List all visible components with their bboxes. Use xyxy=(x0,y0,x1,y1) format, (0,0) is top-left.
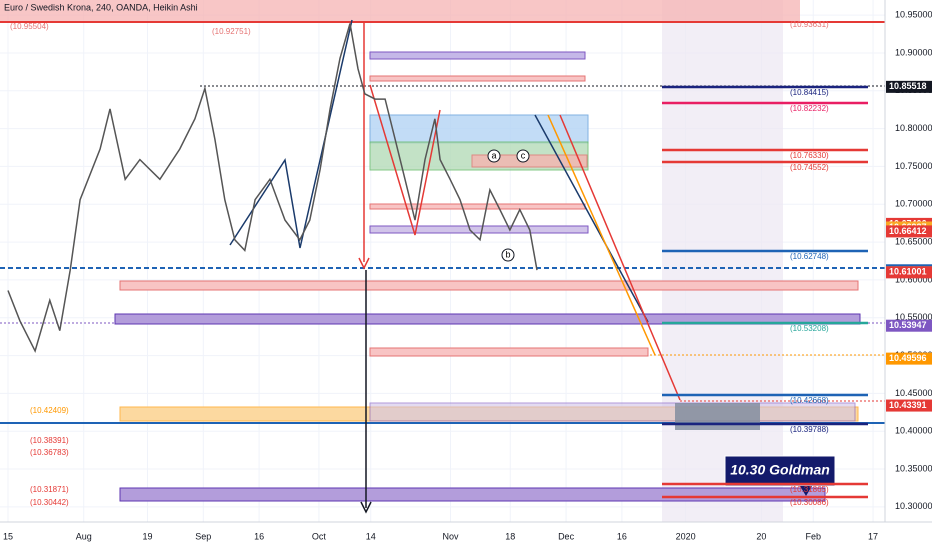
wave-label: c xyxy=(521,150,526,160)
x-tick-label: Nov xyxy=(442,531,459,541)
level-label: (10.42409) xyxy=(30,406,69,415)
price-tag xyxy=(886,80,932,93)
level-label: (10.39788) xyxy=(790,425,829,434)
zone xyxy=(369,75,586,82)
wave-label: a xyxy=(491,150,496,160)
price-tag-label: 10.49596 xyxy=(889,353,927,363)
level-label: (10.82232) xyxy=(790,104,829,113)
chart-title: Euro / Swedish Krona, 240, OANDA, Heikin… xyxy=(4,2,198,12)
price-tag-label: 10.53947 xyxy=(889,320,927,330)
x-tick-label: 14 xyxy=(366,531,376,541)
y-tick-label: 10.55000 xyxy=(895,312,932,322)
x-tick-label: Oct xyxy=(312,531,327,541)
wave-line xyxy=(369,84,441,236)
x-tick-label: Aug xyxy=(76,531,92,541)
level-label: (10.38391) xyxy=(30,436,69,445)
x-tick-label: 17 xyxy=(868,531,878,541)
level-label: (10.84415) xyxy=(790,88,829,97)
arrow-head xyxy=(358,257,370,270)
callout-pointer xyxy=(800,486,812,496)
level-label: (10.53208) xyxy=(790,324,829,333)
zone xyxy=(675,403,760,430)
projection-line xyxy=(559,114,681,401)
y-tick-label: 10.70000 xyxy=(895,199,932,209)
price-tag xyxy=(886,319,932,332)
x-tick-label: 20 xyxy=(756,531,766,541)
zone xyxy=(369,225,589,234)
x-tick-label: Sep xyxy=(195,531,211,541)
future-zone xyxy=(662,0,783,522)
level-label: (10.76330) xyxy=(790,151,829,160)
projection-line xyxy=(534,114,649,323)
projection-line xyxy=(547,114,656,356)
x-tick-label: Feb xyxy=(805,531,821,541)
zone xyxy=(369,203,586,210)
y-tick-label: 10.90000 xyxy=(895,47,932,57)
price-tag-label: 10.85518 xyxy=(889,81,927,91)
wave-marker xyxy=(516,149,530,163)
x-tick-label: 18 xyxy=(505,531,515,541)
zone xyxy=(369,402,856,422)
wave-label: b xyxy=(505,249,510,259)
x-tick-label: 16 xyxy=(254,531,264,541)
level-label: (10.95504) xyxy=(10,22,49,31)
price-tag xyxy=(886,225,932,238)
price-tag-label: 10.66412 xyxy=(889,226,927,236)
zone xyxy=(114,313,861,325)
y-tick-label: 10.65000 xyxy=(895,236,932,246)
y-tick-label: 10.45000 xyxy=(895,388,932,398)
price-tag xyxy=(886,399,932,412)
price-tag-label: 10.43391 xyxy=(889,400,927,410)
callout-text: 10.30 Goldman xyxy=(730,462,830,478)
y-tick-label: 10.40000 xyxy=(895,426,932,436)
zone xyxy=(369,114,589,144)
level-label: (10.42668) xyxy=(790,396,829,405)
y-tick-label: 10.60000 xyxy=(895,274,932,284)
y-tick-label: 10.30000 xyxy=(895,501,932,511)
level-label: (10.30086) xyxy=(790,498,829,507)
zone xyxy=(369,51,586,60)
level-label: (10.36783) xyxy=(30,448,69,457)
level-label: (10.30442) xyxy=(30,498,69,507)
wave-marker xyxy=(487,149,501,163)
price-tag xyxy=(886,352,932,365)
level-label: (10.31871) xyxy=(30,485,69,494)
wave-marker xyxy=(501,248,515,262)
callout xyxy=(724,455,836,487)
price-tag-label: 10.61001 xyxy=(889,267,927,277)
top-zone xyxy=(0,0,800,21)
level-label: (10.31865) xyxy=(790,485,829,494)
y-tick-label: 10.35000 xyxy=(895,463,932,473)
level-label: (10.74552) xyxy=(790,163,829,172)
level-label: (10.92751) xyxy=(212,27,251,36)
arrow-head xyxy=(360,501,372,514)
price-tag xyxy=(886,266,932,279)
level-label: (10.62748) xyxy=(790,252,829,261)
zone xyxy=(119,487,826,502)
x-tick-label: 2020 xyxy=(676,531,696,541)
y-tick-label: 10.80000 xyxy=(895,123,932,133)
zone xyxy=(369,347,649,357)
y-tick-label: 10.95000 xyxy=(895,10,932,20)
x-tick-label: 15 xyxy=(3,531,13,541)
price-line xyxy=(7,23,538,354)
x-tick-label: 19 xyxy=(142,531,152,541)
level-label: (10.93631) xyxy=(790,20,829,29)
zone xyxy=(119,280,859,291)
x-tick-label: 16 xyxy=(617,531,627,541)
y-tick-label: 10.75000 xyxy=(895,161,932,171)
x-tick-label: Dec xyxy=(558,531,575,541)
